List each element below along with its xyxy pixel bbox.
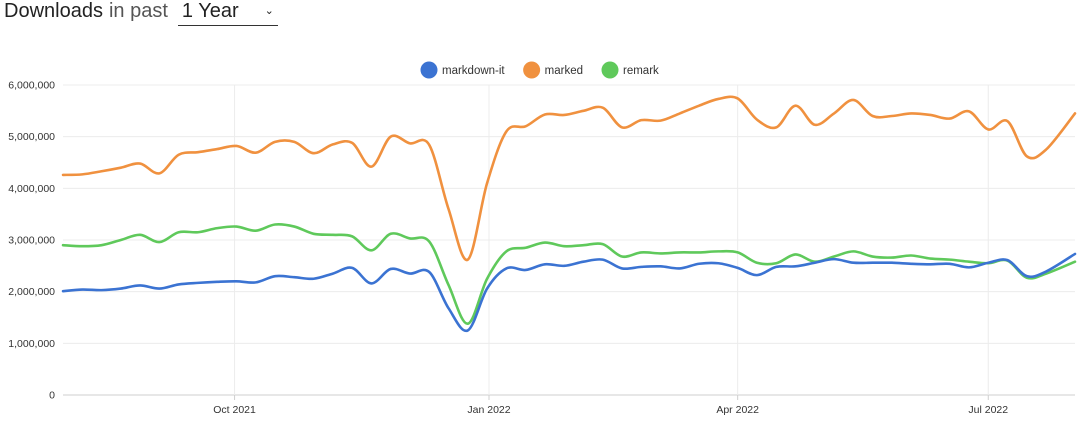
legend-swatch[interactable]	[523, 61, 541, 79]
legend-item-remark[interactable]: remark	[601, 61, 660, 79]
y-tick-label: 6,000,000	[8, 80, 55, 92]
grid-layer	[63, 84, 1075, 396]
period-select[interactable]: 1 Year ⌄	[177, 0, 278, 26]
y-tick-label: 4,000,000	[8, 183, 55, 195]
y-tick-label: 3,000,000	[8, 235, 55, 247]
legend-label[interactable]: remark	[623, 65, 659, 77]
series-line-marked	[61, 95, 1077, 261]
y-tick-label: 0	[49, 390, 55, 402]
series-layer	[61, 95, 1077, 333]
x-tick-label: Oct 2021	[213, 404, 256, 416]
axis-layer: 0 1,000,000 2,000,000 3,000,000 4,000,000 5,0…	[8, 80, 1008, 417]
x-tick-label: Jan 2022	[467, 404, 510, 416]
legend-label[interactable]: marked	[545, 65, 583, 77]
downloads-header: Downloads in past 1 Year ⌄	[4, 0, 278, 30]
series-line-markdown-it	[61, 252, 1077, 333]
y-tick-label: 2,000,000	[8, 286, 55, 298]
legend-label[interactable]: markdown-it	[442, 65, 505, 77]
legend-item-markdown-it[interactable]: markdown-it	[420, 61, 506, 79]
in-past-label: in past	[108, 0, 168, 22]
x-tick-label: Jul 2022	[968, 404, 1008, 416]
x-tick-label: Apr 2022	[716, 404, 759, 416]
y-tick-label: 1,000,000	[8, 338, 55, 350]
y-tick-label: 5,000,000	[8, 131, 55, 143]
chart-legend[interactable]: markdown-it marked remark	[420, 61, 660, 79]
downloads-title: Downloads	[4, 0, 103, 22]
period-select-value[interactable]: 1 Year	[181, 0, 239, 22]
legend-swatch[interactable]	[420, 61, 438, 79]
chevron-down-icon[interactable]: ⌄	[264, 5, 274, 17]
legend-swatch[interactable]	[601, 61, 619, 79]
legend-item-marked[interactable]: marked	[523, 61, 583, 79]
series-line-remark	[61, 223, 1077, 325]
